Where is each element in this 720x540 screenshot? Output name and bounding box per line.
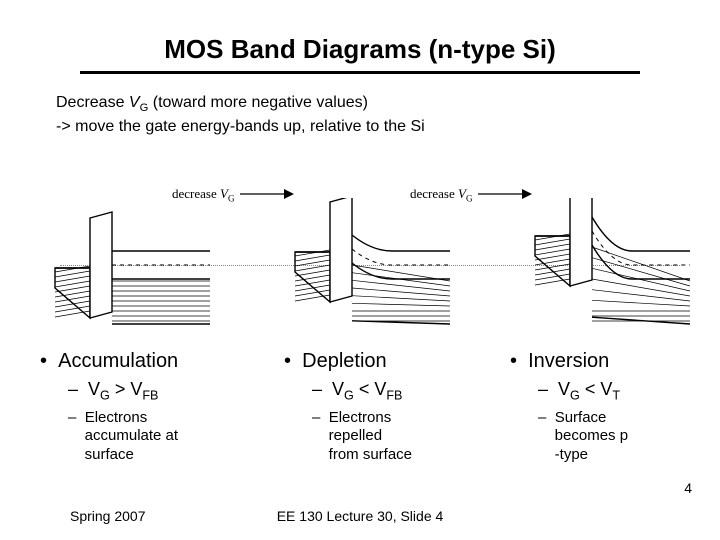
- accum-head-text: Accumulation: [58, 350, 178, 372]
- cond-v2: V: [332, 379, 344, 399]
- col-inversion: • Inversion – VG < VT – Surface becomes …: [500, 350, 700, 465]
- intro-var: V: [129, 94, 140, 111]
- cond-v: V: [88, 379, 100, 399]
- cond-sub1b: G: [344, 389, 354, 403]
- footer-left: Spring 2007: [70, 508, 146, 524]
- col-accumulation: • Accumulation – VG > VFB – Electrons ac…: [0, 350, 260, 465]
- cond-sub1c: G: [570, 389, 580, 403]
- f1: Surface: [555, 409, 607, 426]
- intro-sub: G: [140, 102, 149, 114]
- depl-head-text: Depletion: [302, 350, 387, 372]
- intro-text: Decrease VG (toward more negative values…: [56, 92, 720, 138]
- cond-mid3: < V: [580, 379, 613, 399]
- f3: -type: [555, 446, 588, 463]
- inv-cond: – VG < VT: [538, 379, 700, 403]
- intro-pre: Decrease: [56, 94, 129, 111]
- e3: from surface: [329, 446, 412, 463]
- d1: Electrons: [85, 409, 148, 426]
- cond-sub2: FB: [142, 389, 158, 403]
- e2: repelled: [329, 427, 382, 444]
- intro-line1: Decrease VG (toward more negative values…: [56, 92, 720, 116]
- cond-sub2b: FB: [386, 389, 402, 403]
- e1: Electrons: [329, 409, 392, 426]
- inv-head-text: Inversion: [528, 350, 609, 372]
- col-depletion: • Depletion – VG < VFB – Electrons repel…: [260, 350, 500, 465]
- page-number: 4: [684, 480, 692, 496]
- intro-post: (toward more negative values): [148, 94, 368, 111]
- title-rule: [80, 71, 640, 74]
- accum-cond: – VG > VFB: [68, 379, 260, 403]
- inv-head: • Inversion: [510, 350, 700, 373]
- accum-head: • Accumulation: [40, 350, 260, 373]
- cond-mid: > V: [110, 379, 143, 399]
- band-diagrams-svg: [0, 198, 720, 348]
- depl-cond: – VG < VFB: [312, 379, 500, 403]
- cond-sub2c: T: [612, 389, 620, 403]
- cond-sub1: G: [100, 389, 110, 403]
- depl-desc: – Electrons repelled from surface: [312, 409, 500, 465]
- inv-desc: – Surface becomes p -type: [538, 409, 700, 465]
- d2: accumulate at: [85, 427, 178, 444]
- intro-line2: -> move the gate energy-bands up, relati…: [56, 116, 720, 138]
- regimes-row: • Accumulation – VG > VFB – Electrons ac…: [0, 350, 720, 465]
- f2: becomes p: [555, 427, 628, 444]
- d3: surface: [85, 446, 134, 463]
- cond-v3: V: [558, 379, 570, 399]
- accum-desc: – Electrons accumulate at surface: [68, 409, 260, 465]
- slide-title: MOS Band Diagrams (n-type Si): [0, 0, 720, 71]
- band-diagram-row: [0, 198, 720, 338]
- depl-head: • Depletion: [284, 350, 500, 373]
- cond-mid2: < V: [354, 379, 387, 399]
